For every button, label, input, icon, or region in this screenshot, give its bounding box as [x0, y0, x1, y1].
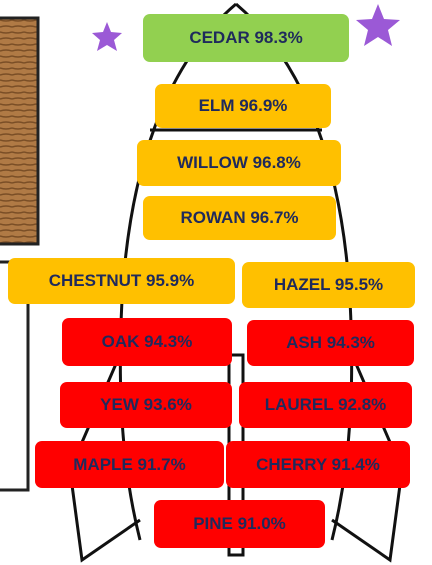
score-badge: OAK 94.3% [62, 318, 232, 366]
score-badge: CHESTNUT 95.9% [8, 258, 235, 304]
score-badge: YEW 93.6% [60, 382, 232, 428]
score-badge: MAPLE 91.7% [35, 441, 224, 488]
page: CEDAR 98.3% ELM 96.9% WILLOW 96.8% ROWAN 96… [0, 0, 432, 565]
star [92, 22, 122, 51]
score-badge: CEDAR 98.3% [143, 14, 349, 62]
score-badge: WILLOW 96.8% [137, 140, 341, 186]
score-badge: CHERRY 91.4% [226, 441, 410, 488]
score-badge: ROWAN 96.7% [143, 196, 336, 240]
score-badge: PINE 91.0% [154, 500, 325, 548]
score-badge: HAZEL 95.5% [242, 262, 415, 308]
star [356, 4, 400, 46]
score-badge: ASH 94.3% [247, 320, 414, 366]
score-badge: LAUREL 92.8% [239, 382, 412, 428]
score-badge: ELM 96.9% [155, 84, 331, 128]
wood-frame [0, 18, 38, 244]
